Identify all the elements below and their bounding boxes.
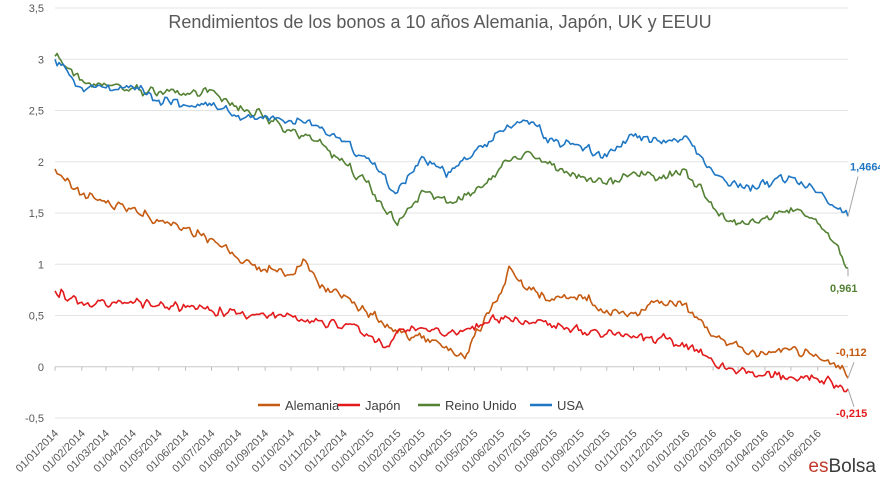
legend-label: USA <box>557 398 584 413</box>
y-tick-label: -0,5 <box>25 413 44 425</box>
y-tick-label: 0,5 <box>29 311 44 323</box>
y-tick-label: 3,5 <box>29 3 44 15</box>
end-label: -0,112 <box>836 347 867 359</box>
end-label: 1,4664 <box>850 161 880 173</box>
legend-label: Alemania <box>285 398 340 413</box>
legend-label: Japón <box>365 398 400 413</box>
series-lines <box>54 52 849 393</box>
end-label-leader <box>847 388 855 407</box>
end-label: 0,961 <box>830 283 858 295</box>
brand-part-bolsa: Bolsa <box>828 456 876 477</box>
series-line-usa <box>54 59 849 217</box>
end-label: -0,215 <box>836 408 867 420</box>
y-tick-label: 0 <box>38 362 44 374</box>
gridlines <box>55 7 848 419</box>
legend-label: Reino Unido <box>445 398 517 413</box>
brand-part-es: es <box>808 456 829 477</box>
series-line-jap-n <box>54 288 849 393</box>
brand-logo: esBolsa <box>808 456 876 478</box>
y-tick-label: 2 <box>38 157 44 169</box>
y-tick-label: 1 <box>38 259 44 271</box>
series-line-alemania <box>54 168 849 379</box>
end-label-leader <box>847 176 859 217</box>
y-tick-label: 2,5 <box>29 106 44 118</box>
series-line-reino-unido <box>54 52 849 269</box>
y-tick-label: 3 <box>38 54 44 66</box>
legend: Alemania Japón Reino Unido USA <box>258 398 584 413</box>
chart-title: Rendimientos de los bonos a 10 años Alem… <box>168 12 711 32</box>
end-labels: 1,4664 0,961 -0,112 -0,215 <box>830 161 880 419</box>
y-axis-ticks: -0,5 0 0,5 1 1,5 2 2,5 3 3,5 <box>25 3 44 425</box>
x-axis-ticks: 01/01/201401/02/201401/03/201401/04/2014… <box>14 366 824 475</box>
y-tick-label: 1,5 <box>29 208 44 220</box>
end-label-leader <box>847 362 855 379</box>
